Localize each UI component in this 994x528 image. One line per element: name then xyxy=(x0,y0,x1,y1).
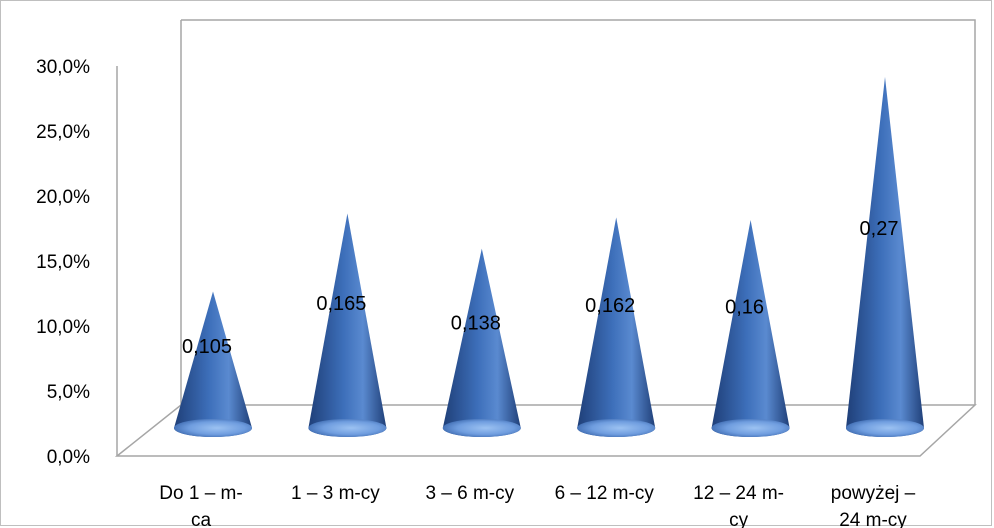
category-label-line: cy xyxy=(729,510,749,528)
data-labels: 0,105 0,165 0,138 0,162 0,16 0,27 xyxy=(182,218,899,358)
cone-body xyxy=(442,248,521,437)
cone-body xyxy=(174,291,252,437)
cone-bar xyxy=(577,217,656,437)
cone-bar xyxy=(846,77,924,437)
category-label: 6 – 12 m-cy xyxy=(555,483,655,504)
category-label: 1 – 3 m-cy xyxy=(291,483,380,504)
cone-bar xyxy=(308,213,387,437)
cone-base xyxy=(308,419,387,437)
cone-body xyxy=(308,213,387,437)
data-label: 0,105 xyxy=(182,336,232,358)
cone-body xyxy=(711,220,790,437)
y-tick-label: 15,0% xyxy=(36,252,90,273)
y-tick-label: 30,0% xyxy=(36,57,90,78)
category-label: Do 1 – m-ca xyxy=(159,483,242,528)
cone-base xyxy=(174,419,252,437)
category-label: 3 – 6 m-cy xyxy=(425,483,514,504)
category-label-line: 6 – 12 m-cy xyxy=(555,483,655,504)
y-tick-label: 10,0% xyxy=(36,317,90,338)
y-tick-label: 20,0% xyxy=(36,187,90,208)
cone-body xyxy=(846,77,924,437)
cone-base xyxy=(846,419,924,437)
data-label: 0,16 xyxy=(725,297,764,319)
floor xyxy=(114,404,977,457)
cone-base xyxy=(577,419,656,437)
cones xyxy=(174,77,924,437)
cone-bar xyxy=(442,248,521,437)
plot-walls xyxy=(114,19,977,457)
cone-base xyxy=(442,419,521,437)
back-wall xyxy=(181,19,976,405)
category-label-line: 24 m-cy xyxy=(839,510,907,528)
category-label: powyżej – 24 m-cy xyxy=(831,483,916,528)
cone-body xyxy=(577,217,656,437)
category-label-line: powyżej – xyxy=(831,483,916,504)
y-tick-label: 5,0% xyxy=(47,382,90,403)
category-label-line: Do 1 – m- xyxy=(159,483,242,504)
category-labels: Do 1 – m-ca 1 – 3 m-cy 3 – 6 m-cy 6 – 12 m-… xyxy=(159,483,915,528)
y-axis-ticks: 0,0% 5,0% 10,0% 15,0% 20,0% 25,0% 30,0% xyxy=(36,57,90,468)
category-label-line: 12 – 24 m- xyxy=(693,483,784,504)
cone-bar xyxy=(711,220,790,437)
cone-bar xyxy=(174,291,252,437)
category-label: 12 – 24 m-cy xyxy=(693,483,784,528)
data-label: 0,138 xyxy=(451,312,501,334)
category-label-line: ca xyxy=(191,510,212,528)
category-label-line: 3 – 6 m-cy xyxy=(425,483,514,504)
cone-base xyxy=(711,419,790,437)
y-tick-label: 25,0% xyxy=(36,122,90,143)
category-label-line: 1 – 3 m-cy xyxy=(291,483,380,504)
data-label: 0,27 xyxy=(860,218,899,240)
data-label: 0,165 xyxy=(316,293,366,315)
y-tick-label: 0,0% xyxy=(47,447,90,468)
data-label: 0,162 xyxy=(585,295,635,317)
